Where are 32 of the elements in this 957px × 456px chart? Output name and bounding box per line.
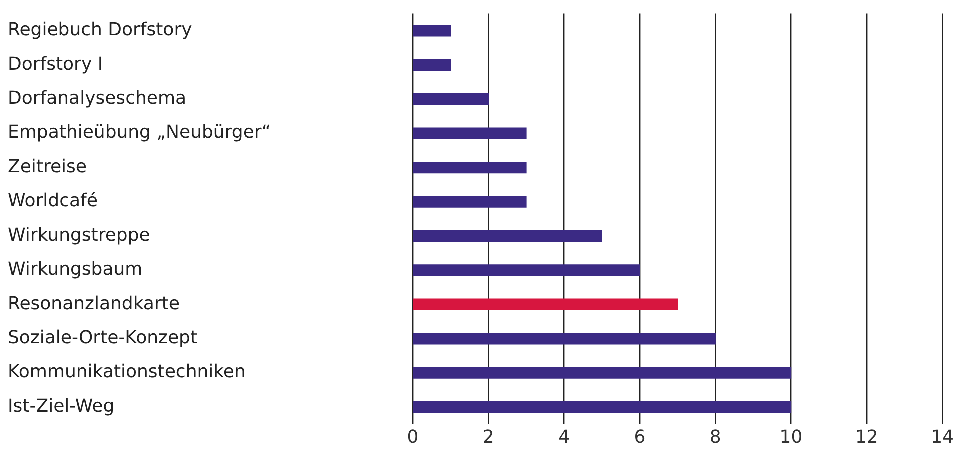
- y-tick-label: Zeitreise: [8, 156, 87, 178]
- bar: [413, 25, 452, 37]
- y-tick-label: Wirkungsbaum: [8, 259, 143, 280]
- y-tick-label: Soziale-Orte-Konzept: [8, 328, 198, 349]
- bar: [413, 128, 527, 140]
- y-tick-label: Resonanzlandkarte: [8, 293, 180, 314]
- bar: [413, 59, 452, 71]
- bar: [413, 333, 716, 345]
- bar: [413, 264, 640, 276]
- bar: [413, 401, 792, 414]
- bar: [413, 298, 678, 310]
- bar: [413, 230, 602, 242]
- y-tick-label: Worldcafé: [8, 190, 98, 212]
- x-tick-label: 4: [558, 426, 570, 448]
- y-tick-label: Empathieübung „Neubürger“: [8, 122, 272, 144]
- y-tick-label: Ist-Ziel-Weg: [8, 396, 115, 417]
- x-tick-label: 10: [780, 426, 803, 448]
- bar: [413, 162, 527, 174]
- x-tick-label: 14: [931, 426, 954, 448]
- x-tick-label: 12: [855, 426, 878, 448]
- y-tick-label: Kommunikationstechniken: [8, 362, 246, 383]
- bar: [413, 94, 489, 106]
- y-tick-label: Wirkungstreppe: [8, 224, 150, 246]
- x-tick-label: 8: [710, 426, 722, 448]
- x-tick-label: 0: [407, 426, 419, 448]
- y-tick-label: Regiebuch Dorfstory: [8, 20, 193, 41]
- y-tick-label: Dorfanalyseschema: [8, 88, 187, 110]
- bar: [413, 196, 527, 208]
- y-tick-label: Dorfstory I: [8, 54, 104, 75]
- bar: [413, 367, 792, 379]
- x-tick-label: 6: [634, 426, 646, 448]
- x-tick-label: 2: [482, 426, 494, 448]
